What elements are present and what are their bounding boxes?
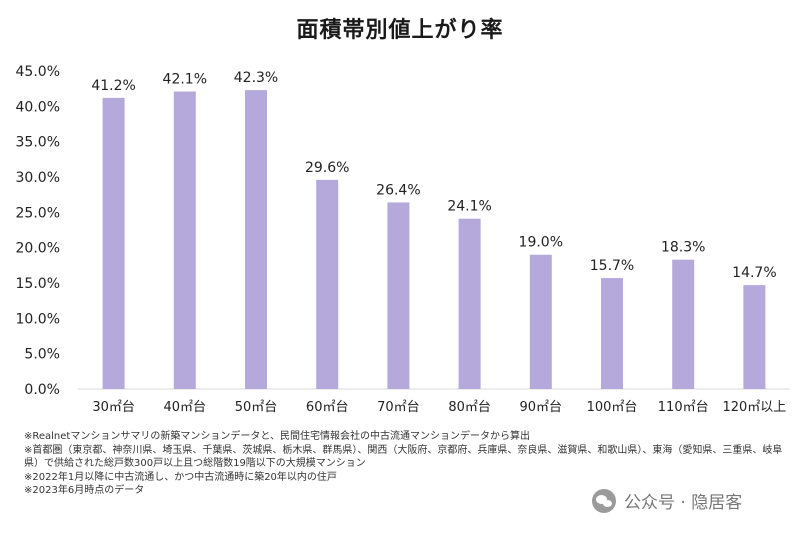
bar — [102, 97, 125, 389]
bar — [387, 202, 410, 389]
y-tick-label: 5.0% — [24, 347, 60, 363]
y-tick-label: 15.0% — [16, 276, 60, 292]
bar — [458, 218, 481, 389]
bar — [316, 179, 339, 389]
watermark: 公众号 · 隐居客 — [592, 488, 742, 513]
y-tick-label: 35.0% — [16, 135, 60, 151]
y-tick-label: 45.0% — [16, 64, 60, 80]
footnote-line: ※2022年1月以降に中古流通し、かつ中古流通時に築20年以内の住戸 — [24, 471, 337, 483]
x-tick-label: 60㎡台 — [306, 400, 349, 415]
y-tick-label: 40.0% — [16, 99, 60, 115]
bar-chart: 0.0% 5.0% 10.0% 15.0% 20.0% 25.0% 30.0% 35.0% 40… — [16, 64, 790, 415]
footnote-line: ※Realnetマンションサマリの新築マンションデータと、民間住宅情報会社の中古… — [24, 431, 530, 442]
footnote-line: ※首都圏（東京都、神奈川県、埼玉県、千葉県、茨城県、栃木県、群馬県）、関西（大阪… — [24, 444, 783, 456]
bar — [529, 254, 552, 389]
bar — [173, 91, 196, 389]
footnotes: ※Realnetマンションサマリの新築マンションデータと、民間住宅情報会社の中古… — [24, 430, 784, 498]
y-tick-label: 30.0% — [16, 170, 60, 186]
bar — [672, 259, 695, 389]
data-label: 42.3% — [234, 70, 278, 86]
x-tick-label: 80㎡台 — [448, 400, 491, 415]
data-label: 42.1% — [163, 71, 207, 87]
chart-title: 面積帯別値上がり率 — [296, 18, 504, 43]
data-label: 26.4% — [376, 182, 420, 198]
data-label: 29.6% — [305, 160, 349, 176]
x-tick-label: 70㎡台 — [377, 400, 420, 415]
y-tick-label: 25.0% — [16, 205, 60, 221]
data-label: 15.7% — [590, 258, 634, 274]
x-tick-label: 120㎡以上 — [722, 400, 786, 415]
x-tick-label: 50㎡台 — [235, 400, 278, 415]
bar — [601, 278, 623, 389]
bar — [743, 285, 766, 389]
x-tick-label: 30㎡台 — [92, 400, 135, 415]
x-tick-label: 110㎡台 — [658, 400, 709, 415]
footnote-line: ※2023年6月時点のデータ — [24, 485, 145, 496]
watermark-text: 公众号 · 隐居客 — [624, 493, 743, 513]
bar — [245, 90, 267, 389]
y-tick-label: 0.0% — [24, 382, 60, 398]
footnote-line: 県）で供給された総戸数300戸以上且つ総階数19階以下の大規模マンション — [24, 458, 366, 469]
x-tick-label: 100㎡台 — [587, 400, 638, 415]
y-tick-label: 20.0% — [16, 241, 60, 257]
y-tick-label: 10.0% — [16, 311, 60, 327]
wechat-icon — [592, 488, 616, 513]
data-label: 18.3% — [661, 240, 705, 256]
data-label: 41.2% — [91, 78, 135, 94]
x-tick-label: 90㎡台 — [520, 400, 563, 415]
data-label: 14.7% — [732, 265, 776, 281]
x-tick-label: 40㎡台 — [164, 400, 207, 415]
data-label: 19.0% — [519, 235, 563, 251]
data-label: 24.1% — [447, 199, 491, 215]
